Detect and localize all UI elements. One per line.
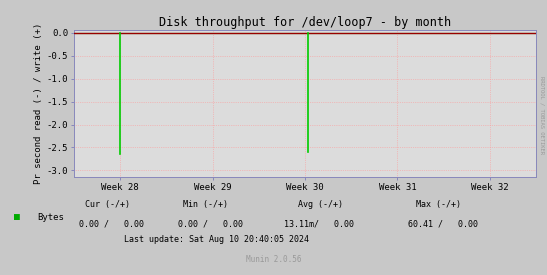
Text: Last update: Sat Aug 10 20:40:05 2024: Last update: Sat Aug 10 20:40:05 2024 [124,235,309,244]
Text: 0.00 /   0.00: 0.00 / 0.00 [79,220,144,229]
Text: Avg (-/+): Avg (-/+) [298,200,343,209]
Text: 13.11m/   0.00: 13.11m/ 0.00 [284,220,354,229]
Text: Bytes: Bytes [37,213,64,222]
Text: Cur (-/+): Cur (-/+) [85,200,130,209]
Text: Min (-/+): Min (-/+) [183,200,228,209]
Text: Munin 2.0.56: Munin 2.0.56 [246,255,301,264]
Y-axis label: Pr second read (-) / write (+): Pr second read (-) / write (+) [33,23,43,185]
Title: Disk throughput for /dev/loop7 - by month: Disk throughput for /dev/loop7 - by mont… [159,16,451,29]
Text: 60.41 /   0.00: 60.41 / 0.00 [408,220,478,229]
Text: ■: ■ [14,212,20,222]
Text: Max (-/+): Max (-/+) [416,200,461,209]
Text: 0.00 /   0.00: 0.00 / 0.00 [178,220,243,229]
Text: RRDTOOL / TOBIAS OETIKER: RRDTOOL / TOBIAS OETIKER [539,76,544,155]
